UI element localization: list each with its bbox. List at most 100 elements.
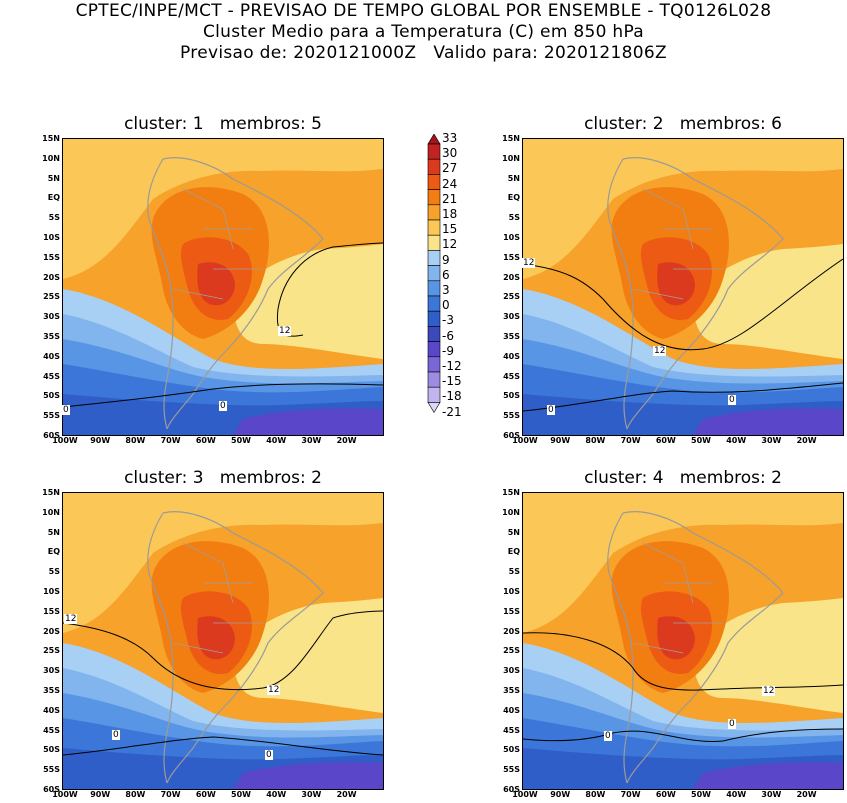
panel-title-2: cluster: 2 membros: 6 [584, 114, 782, 134]
colorbar-tick-label: 6 [442, 267, 450, 282]
lat-tick-label: 20S [43, 272, 60, 282]
colorbar-segment [427, 280, 441, 297]
lat-tick-label: 15N [42, 134, 60, 143]
lon-tick-label: 100W [52, 436, 78, 445]
colorbar-tick-label: -6 [442, 328, 454, 343]
lon-tick-label: 90W [90, 436, 111, 445]
lat-tick-label: 60S [503, 431, 520, 440]
lat-tick-label: 60S [43, 431, 60, 440]
lat-tick-label: 15S [503, 606, 520, 616]
colorbar-tick-label: 0 [442, 298, 450, 313]
lat-tick-label: 60S [43, 785, 60, 794]
contour-label: 0 [112, 730, 120, 740]
lon-tick-label: 40W [726, 790, 747, 799]
colorbar-segment [427, 386, 441, 403]
lon-tick-label: 100W [512, 436, 538, 445]
contour-label: 12 [762, 686, 776, 696]
lat-tick-label: 15N [502, 134, 520, 143]
lat-tick-label: 5S [48, 567, 60, 577]
lat-tick-label: 40S [43, 351, 60, 361]
contour-label: 0 [265, 750, 273, 760]
lon-tick-label: 100W [512, 790, 538, 799]
colorbar-segment [427, 189, 441, 206]
lon-tick-label: 40W [726, 436, 747, 445]
lat-tick-label: 20S [503, 272, 520, 282]
colorbar-tick-label: -18 [442, 389, 462, 404]
lat-tick-label: 40S [43, 705, 60, 715]
colorbar-segment [427, 250, 441, 266]
lat-tick-label: 15S [43, 252, 60, 262]
lon-tick-label: 80W [585, 436, 606, 445]
lon-tick-label: 50W [691, 436, 711, 445]
map-panel-cluster-1 [62, 138, 384, 436]
header-line-2: Cluster Medio para a Temperatura (C) em … [202, 22, 645, 42]
lat-tick-label: 45S [503, 371, 520, 381]
lat-tick-label: 10S [503, 233, 520, 242]
lat-tick-label: 30S [43, 312, 60, 322]
lon-tick-label: 70W [620, 436, 641, 445]
lat-tick-label: 45S [43, 725, 60, 735]
colorbar-tick-label: 9 [442, 252, 450, 267]
contour-label: 0 [62, 405, 70, 415]
lon-tick-label: 70W [160, 436, 181, 445]
lat-tick-label: 5S [508, 213, 520, 223]
colorbar-segment [427, 143, 441, 160]
colorbar-tick-label: 21 [442, 191, 458, 206]
lat-tick-label: EQ [507, 547, 520, 557]
contour-label: 0 [728, 395, 736, 405]
lon-tick-label: 60W [195, 436, 216, 445]
colorbar-segment [427, 295, 441, 312]
lon-tick-label: 20W [336, 436, 357, 445]
colorbar-segment [427, 310, 441, 327]
contour-label: 12 [653, 346, 667, 356]
colorbar-segment [427, 326, 441, 342]
colorbar-segment [427, 371, 441, 388]
lat-tick-label: 5S [48, 213, 60, 223]
colorbar-top-arrow [427, 134, 441, 145]
contour-label: 12 [267, 685, 281, 695]
lon-tick-label: 20W [796, 436, 817, 445]
lon-tick-label: 70W [620, 790, 641, 799]
colorbar-segment [427, 174, 441, 190]
lon-tick-label: 50W [691, 790, 711, 799]
lat-tick-label: 10S [43, 233, 60, 242]
lon-tick-label: 90W [550, 436, 571, 445]
colorbar-tick-label: 3 [442, 283, 450, 297]
contour-label: 0 [219, 401, 227, 411]
lat-tick-label: 10S [503, 587, 520, 596]
colorbar-tick-label: 27 [442, 161, 458, 176]
colorbar-segment [427, 158, 441, 175]
lat-tick-label: 5N [507, 527, 520, 537]
lon-tick-label: 20W [796, 790, 817, 799]
lon-tick-label: 20W [336, 790, 357, 799]
colorbar [427, 134, 441, 413]
lat-tick-label: 10N [42, 507, 60, 517]
lon-tick-label: 90W [90, 790, 111, 799]
lat-tick-label: 20S [503, 626, 520, 636]
lat-tick-label: 50S [43, 391, 60, 401]
lat-tick-label: 5N [47, 173, 60, 183]
lat-tick-label: 25S [503, 646, 520, 656]
panel-title-4: cluster: 4 membros: 2 [584, 468, 782, 488]
panel-title-3: cluster: 3 membros: 2 [124, 468, 322, 488]
lat-tick-label: 60S [503, 785, 520, 794]
lon-tick-label: 60W [655, 790, 676, 799]
lat-tick-label: 30S [503, 666, 520, 676]
lon-tick-label: 80W [125, 790, 146, 799]
lat-tick-label: 45S [43, 371, 60, 381]
lat-tick-label: 30S [503, 312, 520, 322]
lat-tick-label: 25S [503, 292, 520, 302]
lon-tick-label: 40W [266, 790, 287, 799]
lat-tick-label: EQ [47, 547, 60, 557]
lat-tick-label: 5N [47, 527, 60, 537]
lon-tick-label: 50W [231, 790, 251, 799]
lat-tick-label: 25S [43, 646, 60, 656]
lat-tick-label: 50S [43, 745, 60, 755]
colorbar-segment [427, 204, 441, 221]
colorbar-bottom-arrow [427, 402, 441, 413]
contour-label: 12 [522, 258, 536, 268]
lat-tick-label: 20S [43, 626, 60, 636]
lat-tick-label: 10N [502, 153, 520, 163]
lon-tick-label: 60W [195, 790, 216, 799]
lat-tick-label: 55S [43, 411, 60, 421]
